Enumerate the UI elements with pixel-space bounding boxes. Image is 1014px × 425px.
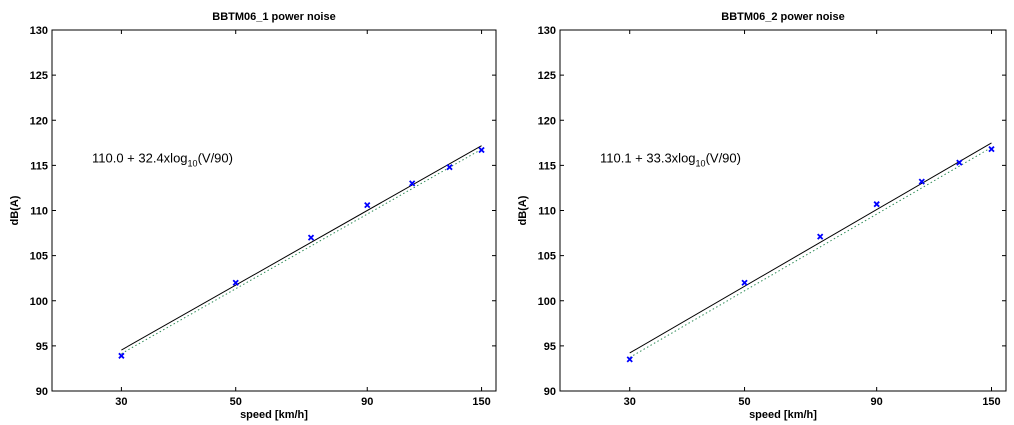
x-tick-label: 50 [230, 396, 242, 408]
y-tick-label: 115 [538, 160, 556, 172]
y-tick-label: 125 [538, 70, 556, 82]
data-point [118, 352, 125, 359]
fit-equation-main: 110.0 + 32.4xlog [92, 151, 188, 166]
left-chart-panel: BBTM06_1 power noise speed [km/h] dB(A) 90 9… [9, 11, 497, 421]
x-tick-label: 90 [871, 396, 883, 408]
fit-equation-subscript: 10 [188, 159, 198, 169]
data-point [873, 201, 880, 208]
data-point [956, 159, 963, 166]
data-point [364, 201, 371, 209]
data-point [446, 164, 453, 171]
y-tick-label: 100 [30, 296, 48, 308]
data-point [817, 233, 824, 240]
fit-line [629, 142, 992, 354]
y-tick-label: 110 [538, 206, 556, 218]
chart-title: BBTM06_1 power noise [212, 11, 335, 23]
y-tick-label: 95 [36, 341, 48, 353]
plot-area [559, 29, 1007, 392]
data-point [918, 178, 925, 185]
data-point [409, 180, 416, 187]
data-point [741, 279, 748, 286]
y-tick-label: 115 [30, 160, 48, 172]
fit-equation-tail: (V/90) [706, 151, 741, 166]
fit-equation: 110.0 + 32.4xlog10(V/90) [92, 151, 233, 169]
reference-line [121, 148, 482, 355]
reference-line [629, 147, 992, 358]
x-axis-label: speed [km/h] [240, 409, 308, 421]
x-axis-label: speed [km/h] [749, 409, 817, 421]
x-tick-label: 90 [361, 396, 373, 408]
data-point [988, 145, 995, 153]
y-tick-label: 120 [538, 115, 556, 127]
y-tick-label: 105 [30, 251, 48, 263]
y-tick-label: 120 [30, 115, 48, 127]
y-axis-label: dB(A) [9, 195, 21, 225]
data-point [626, 356, 633, 363]
y-tick-label: 100 [538, 296, 556, 308]
x-tick-label: 150 [472, 396, 490, 408]
x-tick-label: 50 [738, 396, 750, 408]
right-chart-panel: BBTM06_2 power noise speed [km/h] dB(A) 90 9… [517, 11, 1007, 421]
chart-title: BBTM06_2 power noise [721, 11, 844, 23]
plot-area [51, 29, 497, 392]
y-tick-label: 90 [544, 386, 556, 398]
fit-equation: 110.1 + 33.3xlog10(V/90) [600, 151, 741, 169]
y-tick-label: 130 [538, 25, 556, 37]
y-tick-label: 90 [36, 386, 48, 398]
fit-equation-subscript: 10 [696, 159, 706, 169]
data-point [478, 146, 485, 154]
data-point [232, 279, 239, 286]
fit-equation-tail: (V/90) [198, 151, 233, 166]
x-tick-label: 30 [115, 396, 127, 408]
data-point [307, 234, 315, 241]
y-axis-label: dB(A) [517, 195, 529, 225]
y-tick-label: 110 [30, 206, 48, 218]
y-tick-label: 125 [30, 70, 48, 82]
y-tick-label: 95 [544, 341, 556, 353]
x-tick-label: 30 [624, 396, 636, 408]
y-tick-label: 130 [30, 25, 48, 37]
fit-equation-main: 110.1 + 33.3xlog [600, 151, 696, 166]
x-tick-label: 150 [982, 396, 1000, 408]
fit-line [121, 145, 482, 351]
y-tick-label: 105 [538, 251, 556, 263]
